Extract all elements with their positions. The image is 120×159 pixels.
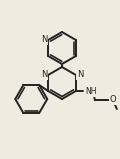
Text: N: N: [41, 35, 47, 44]
Text: N: N: [41, 70, 47, 79]
Text: N: N: [77, 70, 83, 79]
Text: NH: NH: [85, 86, 96, 96]
Text: O: O: [110, 96, 117, 104]
